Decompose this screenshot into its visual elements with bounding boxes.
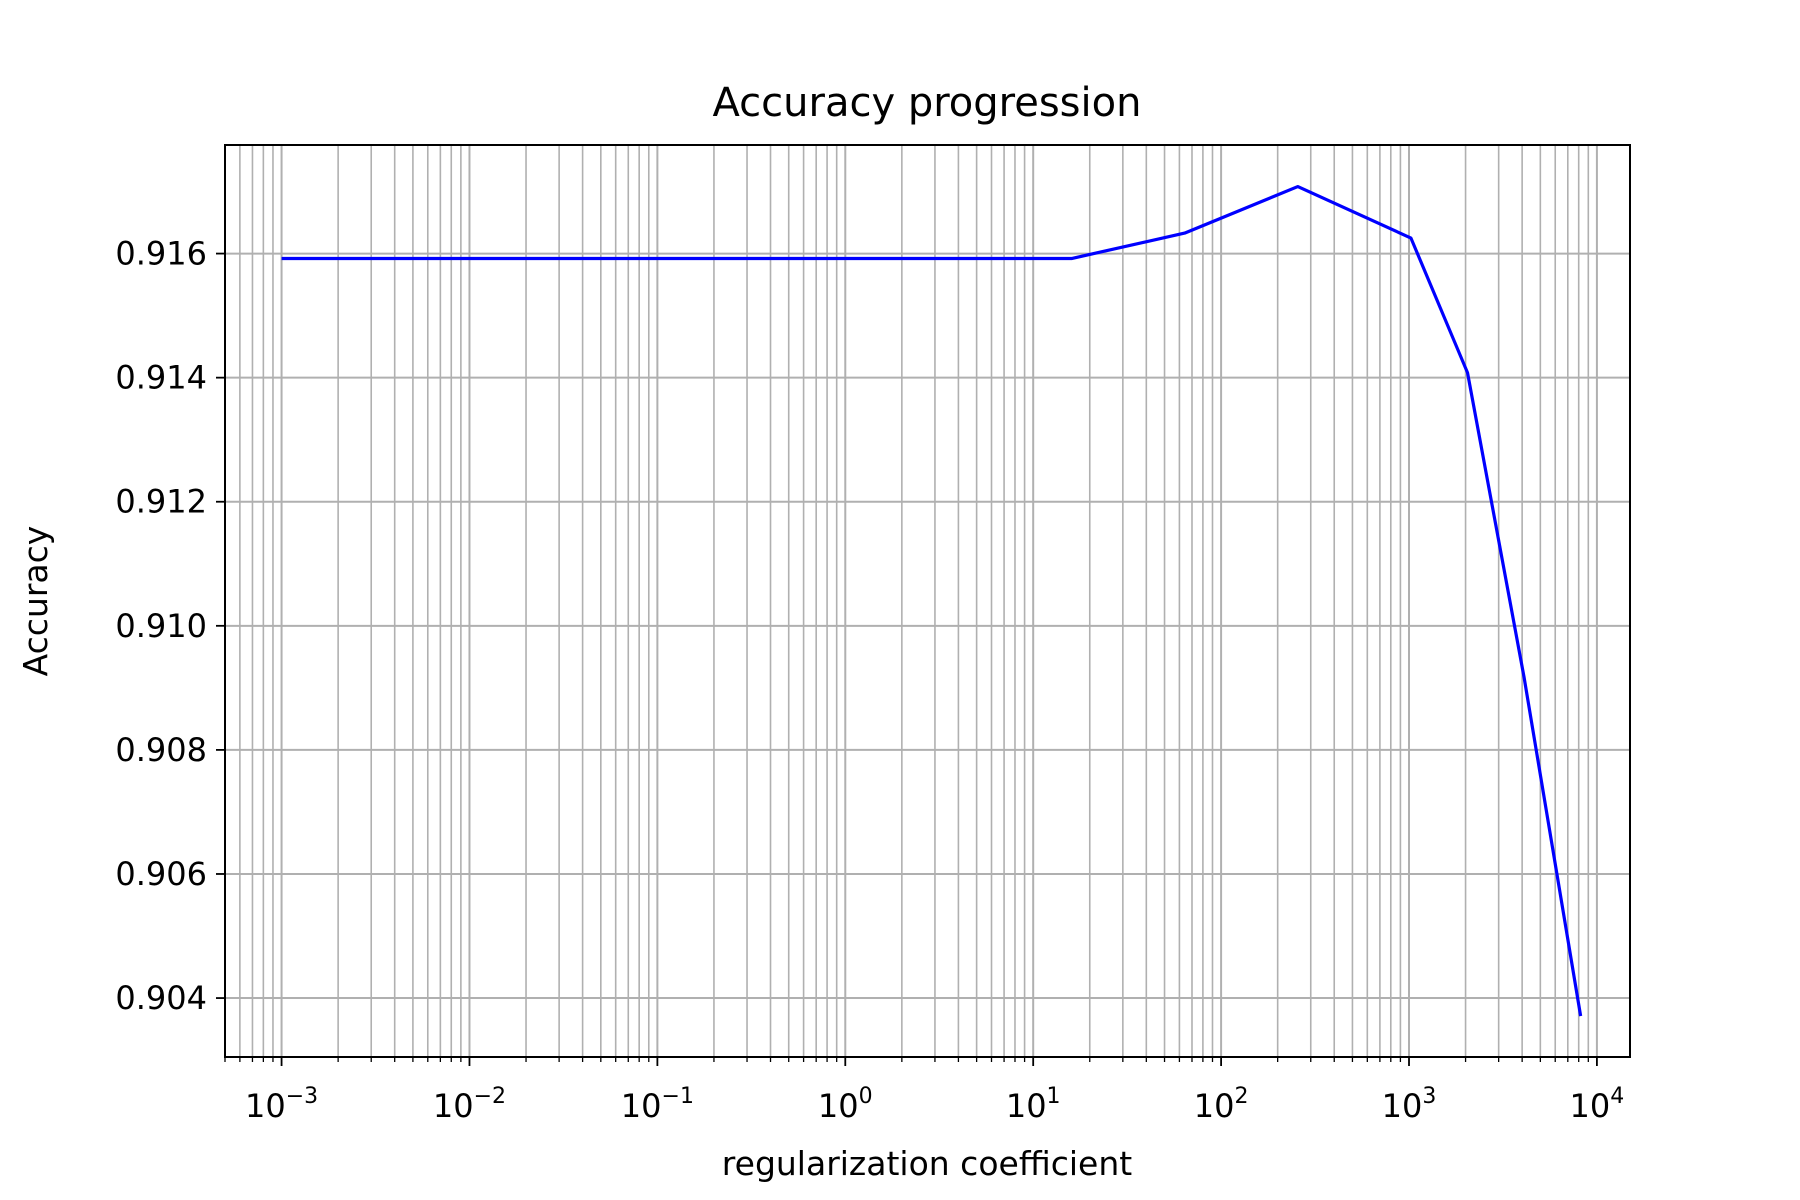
grid [224,145,1630,1057]
ticks: 0.904 0.906 0.908 0.910 0.912 0.914 0.916 10−3 1… [115,235,1624,1125]
x-axis-label: regularization coefficient [722,1144,1132,1183]
y-tick-label: 0.912 [115,483,207,521]
series-layer [281,184,1583,1017]
y-axis-label: Accuracy [16,526,55,677]
y-tick-label: 0.916 [115,235,207,273]
y-tick-label: 0.910 [115,607,207,645]
y-tick-label: 0.904 [115,979,207,1017]
x-tick-label: 103 [1382,1084,1437,1125]
chart-title: Accuracy progression [713,80,1142,126]
y-tick-label: 0.906 [115,855,207,893]
x-tick-label: 102 [1194,1084,1249,1125]
series-line [281,184,1583,1017]
y-tick-label: 0.908 [115,731,207,769]
x-tick-label: 10−1 [621,1084,694,1125]
x-tick-label: 104 [1570,1084,1625,1125]
x-tick-label: 101 [1006,1084,1061,1125]
y-tick-label: 0.914 [115,359,207,397]
x-tick-label: 10−2 [433,1084,506,1125]
x-tick-label: 100 [818,1084,873,1125]
plot-frame [224,144,1631,1058]
x-tick-label: 10−3 [245,1084,318,1125]
